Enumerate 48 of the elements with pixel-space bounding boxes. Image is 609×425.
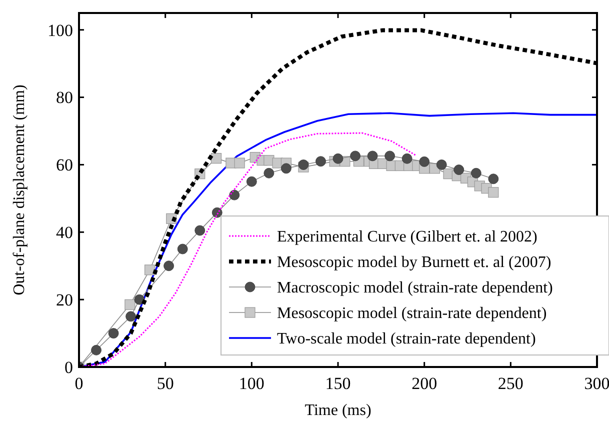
legend-label: Experimental Curve (Gilbert et. al 2002) [277, 228, 538, 246]
legend-label: Macroscopic model (strain-rate dependent) [277, 280, 553, 297]
x-tick-label: 200 [412, 374, 438, 393]
y-tick-label: 20 [56, 290, 73, 310]
point [402, 153, 412, 164]
x-tick-label: 150 [325, 374, 351, 393]
y-axis-title: Out-of-plane displacement (mm) [11, 84, 28, 296]
y-tick-label: 40 [56, 223, 73, 242]
point [332, 153, 344, 164]
point [298, 160, 309, 170]
point [194, 225, 206, 236]
point [126, 311, 136, 322]
legend-label: Mesoscopic model (strain-rate dependent) [277, 305, 547, 322]
legend-label: Two-scale model (strain-rate dependent) [277, 330, 536, 348]
point [488, 187, 499, 198]
y-tick-label: 100 [48, 20, 73, 40]
point [470, 168, 482, 178]
point [281, 163, 292, 174]
x-tick-label: 250 [498, 374, 524, 393]
point [234, 158, 245, 168]
x-tick-label: 50 [156, 374, 174, 393]
point [164, 260, 174, 272]
point [134, 294, 145, 305]
point [264, 168, 274, 178]
point [124, 299, 136, 310]
point [91, 344, 102, 356]
y-tick-label: 0 [64, 358, 73, 377]
point [229, 190, 240, 200]
point [384, 150, 395, 162]
legend-label: Mesoscopic model by Burnett et. al (2007) [277, 254, 552, 272]
point [367, 150, 378, 162]
point [350, 150, 360, 162]
point [454, 164, 464, 175]
point [144, 264, 156, 276]
x-tick-label: 100 [238, 374, 264, 393]
point [177, 244, 188, 254]
point [210, 153, 222, 164]
y-tick-label: 80 [56, 88, 73, 108]
y-tick-label: 60 [56, 156, 73, 175]
point [246, 176, 257, 187]
point [419, 156, 430, 167]
point [316, 156, 326, 167]
x-axis-title: Time (ms) [304, 402, 372, 419]
point [436, 160, 447, 170]
point [488, 174, 499, 184]
point [212, 207, 222, 218]
x-tick-label: 300 [584, 374, 609, 393]
point [108, 328, 119, 338]
